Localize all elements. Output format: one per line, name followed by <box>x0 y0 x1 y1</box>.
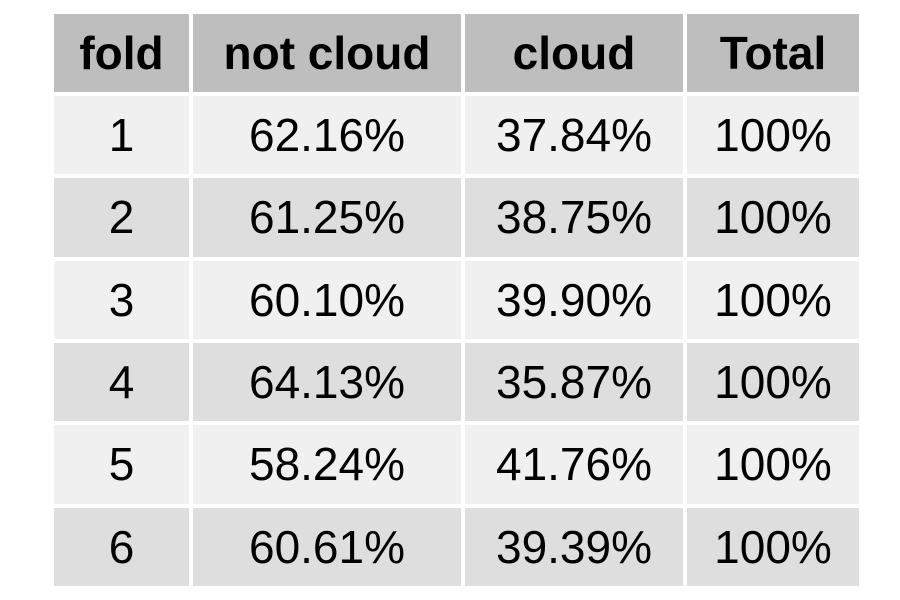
cell-cloud: 38.75% <box>465 178 683 257</box>
cell-fold: 1 <box>54 96 189 175</box>
cell-cloud: 37.84% <box>465 96 683 175</box>
cell-cloud: 39.90% <box>465 260 683 339</box>
cell-cloud: 41.76% <box>465 425 683 504</box>
cell-not-cloud: 60.10% <box>193 260 461 339</box>
column-header-cloud: cloud <box>465 14 683 92</box>
column-header-total: Total <box>687 14 859 92</box>
cell-not-cloud: 58.24% <box>193 425 461 504</box>
column-header-not-cloud: not cloud <box>193 14 461 92</box>
data-table-container: fold not cloud cloud Total 1 62.16% 37.84% 100… <box>50 10 859 590</box>
cell-fold: 2 <box>54 178 189 257</box>
table-row: 5 58.24% 41.76% 100% <box>54 425 859 504</box>
cell-cloud: 35.87% <box>465 342 683 422</box>
header-row: fold not cloud cloud Total <box>54 14 859 92</box>
cell-total: 100% <box>687 342 859 422</box>
table-row: 6 60.61% 39.39% 100% <box>54 507 859 586</box>
table-body: 1 62.16% 37.84% 100% 2 61.25% 38.75% 100% 3 60.10… <box>54 96 859 586</box>
table-row: 4 64.13% 35.87% 100% <box>54 342 859 422</box>
cell-fold: 3 <box>54 260 189 339</box>
cell-fold: 4 <box>54 342 189 422</box>
table-header: fold not cloud cloud Total <box>54 14 859 92</box>
table-row: 3 60.10% 39.90% 100% <box>54 260 859 339</box>
cell-not-cloud: 61.25% <box>193 178 461 257</box>
table-row: 2 61.25% 38.75% 100% <box>54 178 859 257</box>
cell-not-cloud: 64.13% <box>193 342 461 422</box>
cell-not-cloud: 60.61% <box>193 507 461 586</box>
cell-total: 100% <box>687 507 859 586</box>
cell-total: 100% <box>687 260 859 339</box>
table-row: 1 62.16% 37.84% 100% <box>54 96 859 175</box>
cell-total: 100% <box>687 178 859 257</box>
cell-total: 100% <box>687 96 859 175</box>
cell-cloud: 39.39% <box>465 507 683 586</box>
cell-not-cloud: 62.16% <box>193 96 461 175</box>
data-table: fold not cloud cloud Total 1 62.16% 37.84% 100… <box>50 10 863 590</box>
column-header-fold: fold <box>54 14 189 92</box>
cell-fold: 5 <box>54 425 189 504</box>
cell-total: 100% <box>687 425 859 504</box>
cell-fold: 6 <box>54 507 189 586</box>
